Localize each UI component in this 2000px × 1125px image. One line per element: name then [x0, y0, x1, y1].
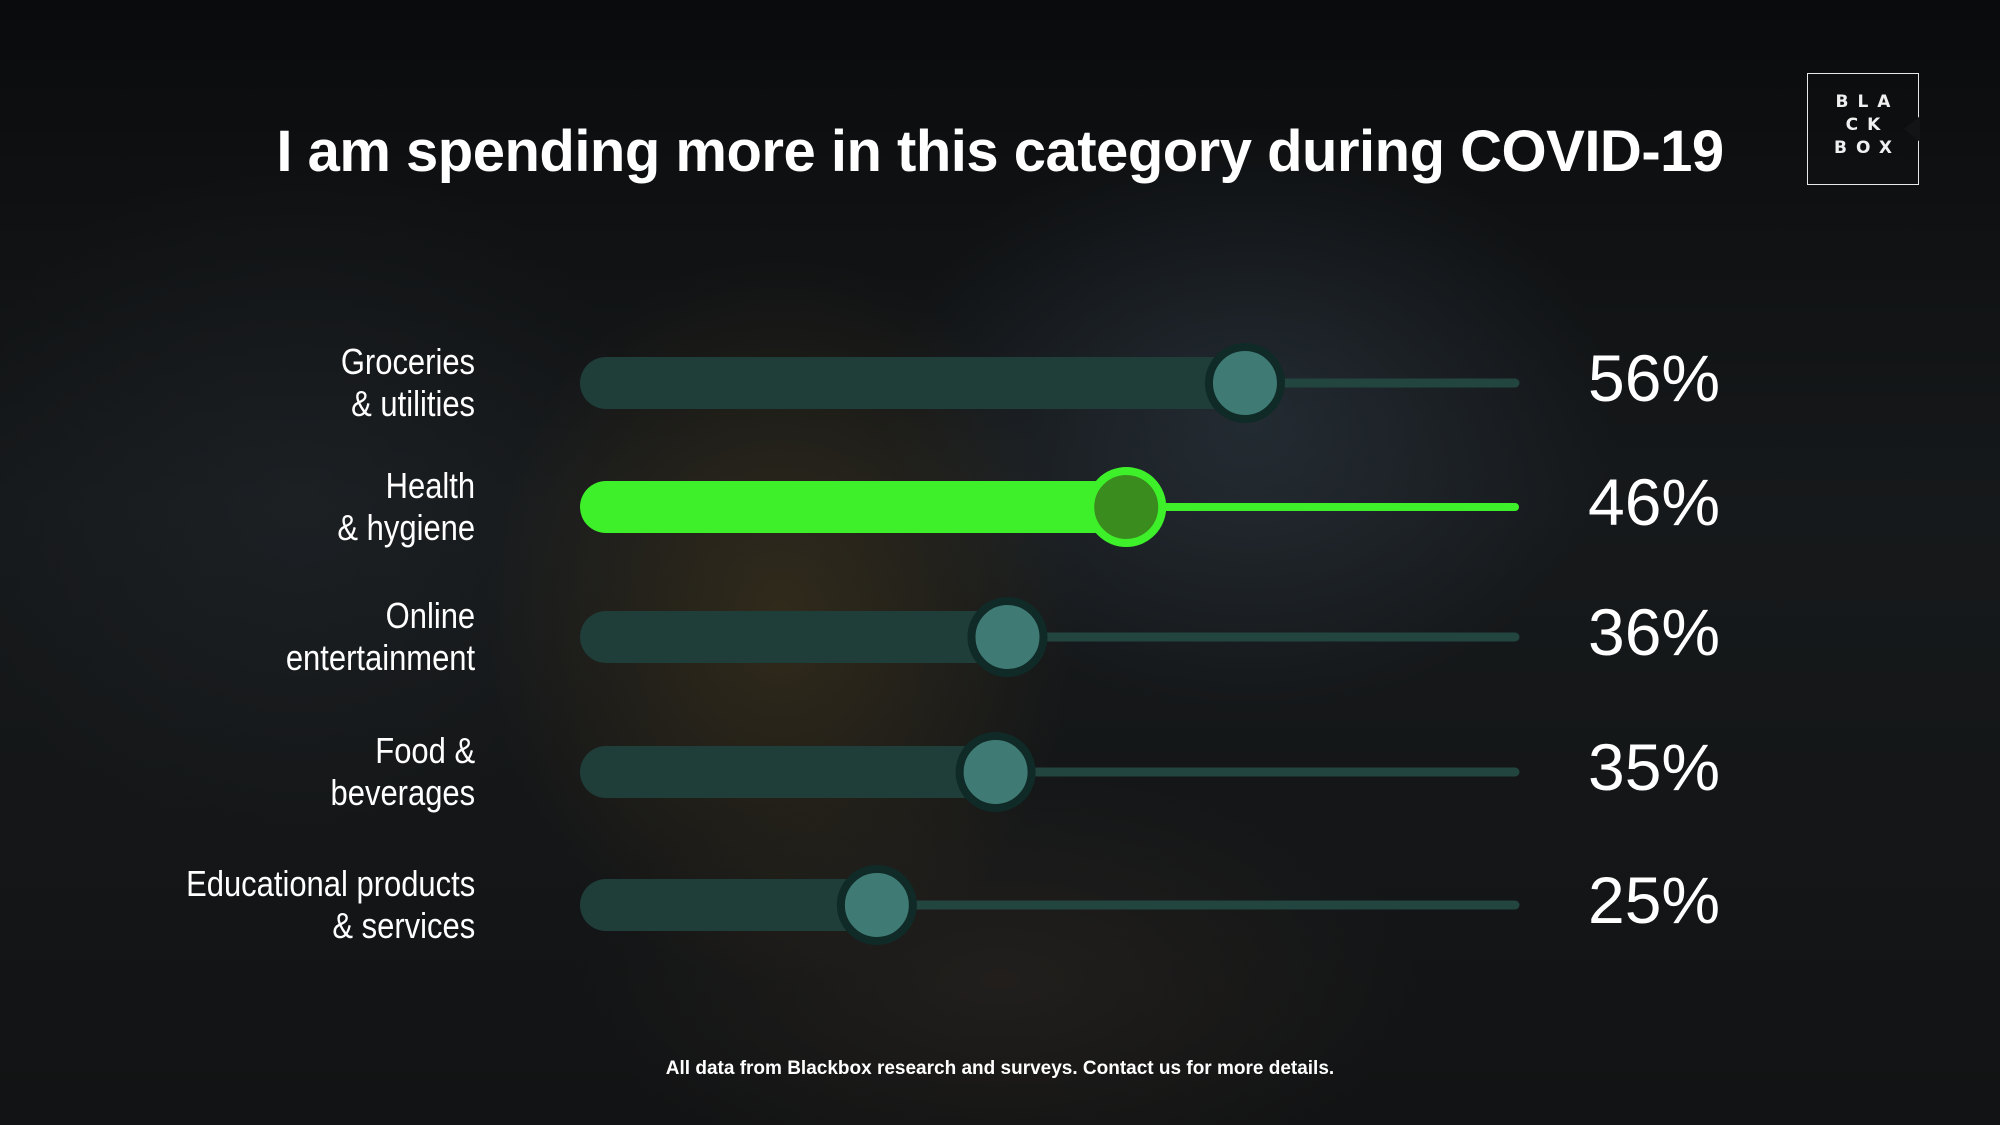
knob-3 [955, 732, 1036, 812]
category-label-line: Food & [375, 730, 475, 771]
category-label-3: Food & beverages [330, 730, 475, 814]
category-label-0: Groceries & utilities [341, 341, 475, 425]
category-label-line: beverages [330, 772, 475, 813]
value-label-0: 56% [1588, 341, 1721, 415]
category-label-line: Online [385, 595, 475, 636]
blackbox-logo: BLA CK BOX [1807, 73, 1920, 185]
knob-1 [1086, 467, 1167, 547]
logo-line-2: CK [1845, 115, 1890, 135]
category-label-line: & utilities [351, 383, 475, 424]
category-label-line: Educational products [185, 863, 475, 904]
category-label-line: & services [332, 905, 475, 946]
category-label-line: Groceries [340, 341, 475, 382]
category-label-line: entertainment [285, 637, 475, 678]
footnote: All data from Blackbox research and surv… [665, 1058, 1335, 1079]
knob-2 [967, 597, 1048, 677]
category-label-line: Health [385, 465, 475, 506]
logo-line-1: BLA [1835, 92, 1900, 112]
knob-4 [836, 865, 917, 945]
value-label-4: 25% [1588, 863, 1721, 937]
logo-line-3: BOX [1834, 138, 1901, 158]
chart-title: I am spending more in this category duri… [276, 119, 1724, 184]
value-label-1: 46% [1588, 465, 1721, 539]
category-label-2: Online entertainment [286, 595, 475, 679]
category-label-4: Educational products & services [186, 863, 475, 947]
category-label-1: Health & hygiene [337, 465, 475, 549]
category-label-line: & hygiene [337, 507, 475, 548]
value-label-2: 36% [1588, 595, 1721, 669]
knob-0 [1204, 343, 1285, 423]
value-label-3: 35% [1588, 730, 1721, 804]
